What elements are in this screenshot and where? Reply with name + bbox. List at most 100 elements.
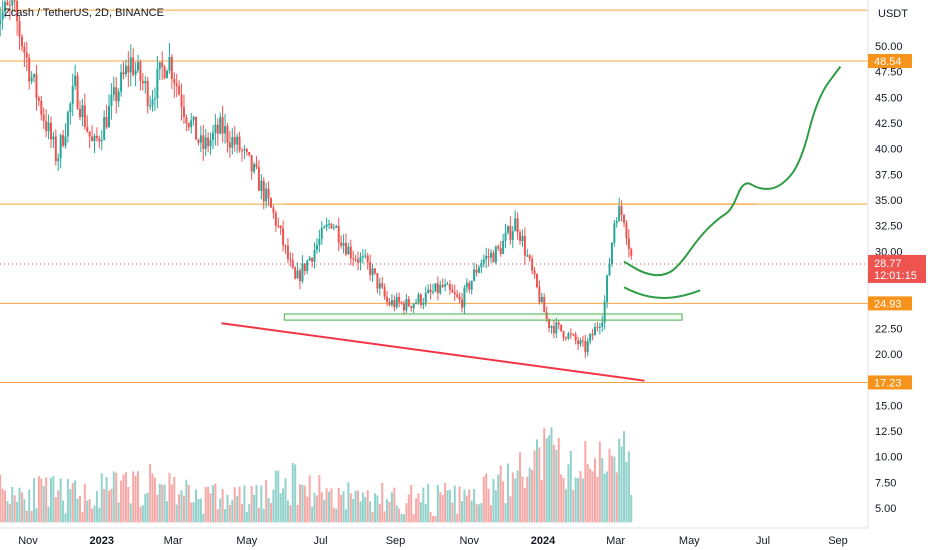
volume-bar	[52, 476, 55, 523]
volume-bar	[4, 490, 7, 523]
volume-bar	[71, 482, 74, 523]
candle	[289, 252, 292, 267]
candle	[390, 294, 393, 307]
volume-bar	[195, 489, 198, 523]
volume-bar	[274, 470, 277, 523]
candle-body	[18, 21, 21, 37]
candle-body	[231, 137, 234, 148]
candle-body	[470, 280, 473, 290]
volume-bar	[577, 478, 580, 523]
candle-body	[267, 188, 270, 199]
volume-bar	[139, 506, 142, 523]
volume-bar	[76, 498, 79, 523]
volume-bar	[18, 487, 21, 523]
falling-trendline	[221, 322, 645, 382]
candle	[52, 131, 55, 149]
volume-bar	[398, 508, 401, 523]
candle-body	[422, 302, 425, 305]
volume-bar	[257, 507, 260, 523]
volume-bar	[284, 478, 287, 523]
candle-body	[187, 123, 190, 128]
candle-body	[20, 36, 23, 47]
candle-body	[83, 105, 86, 127]
candle	[66, 110, 69, 143]
candle	[361, 248, 364, 264]
candle-body	[412, 303, 415, 309]
volume-bar	[216, 509, 219, 523]
candle-body	[108, 106, 110, 128]
candle-body	[144, 81, 147, 84]
candle-body	[163, 66, 166, 79]
candle-body	[153, 98, 156, 100]
candle	[543, 293, 546, 313]
y-tick-label: 10.00	[875, 452, 903, 464]
drawings	[221, 65, 842, 382]
volume-bar	[54, 497, 57, 523]
volume-bar	[45, 477, 48, 523]
volume-bar	[482, 476, 485, 523]
candle-body	[78, 108, 81, 118]
candle-body	[233, 137, 236, 145]
candle	[393, 295, 396, 312]
candle	[163, 64, 166, 80]
candle	[407, 295, 410, 308]
candle-body	[149, 105, 152, 107]
candle-body	[180, 94, 183, 108]
volume-bar	[33, 478, 36, 523]
candle	[141, 72, 144, 91]
candle	[615, 217, 618, 228]
volume-bar	[209, 493, 212, 523]
candle-body	[59, 135, 62, 159]
candle-body	[260, 180, 263, 191]
candle	[187, 122, 190, 131]
volume-bar	[192, 502, 195, 523]
time-axis[interactable]: Nov 2023 Mar May Jul Sep Nov 2024 Mar May Jul Sep	[0, 527, 868, 547]
candle	[335, 224, 338, 229]
candle-body	[1, 11, 4, 20]
candle-body	[199, 135, 202, 143]
candle-body	[468, 282, 471, 290]
candle	[76, 72, 79, 110]
volume-bar	[178, 494, 181, 523]
candle-body	[320, 228, 323, 239]
candle	[354, 254, 357, 263]
volume-bar	[214, 483, 217, 523]
projection-path	[623, 65, 842, 277]
candle-body	[209, 139, 212, 147]
candle	[613, 219, 616, 247]
volume-bar	[299, 484, 302, 523]
volume-bar	[325, 488, 328, 523]
candle	[202, 124, 205, 161]
volume-bar	[415, 498, 418, 523]
candle	[540, 292, 543, 304]
candle-body	[139, 61, 142, 81]
candle	[228, 130, 231, 158]
candle-body	[211, 132, 214, 140]
candle	[330, 223, 333, 230]
candle	[209, 132, 212, 156]
x-tick-label: Jul	[314, 535, 328, 547]
volume-bar	[630, 494, 633, 523]
candle	[277, 217, 280, 229]
candle	[274, 210, 277, 232]
candle	[115, 77, 118, 114]
candle-body	[451, 289, 454, 293]
candle	[1, 0, 4, 30]
candle	[0, 7, 2, 37]
candle	[340, 235, 343, 249]
candle-body	[395, 296, 398, 308]
candle-body	[52, 136, 55, 140]
volume-bar	[202, 513, 205, 523]
volume-bar	[594, 458, 596, 523]
candle-body	[313, 249, 316, 262]
x-tick-label: Sep	[828, 535, 848, 547]
candle	[567, 331, 570, 341]
price-axis[interactable]: USDT 50.00 47.50 45.00 42.50 40.00 37.50 35.00…	[867, 0, 932, 550]
candle	[156, 55, 159, 109]
volume-bar	[112, 471, 115, 523]
candle	[37, 95, 40, 107]
candle	[347, 242, 350, 255]
volume-bar	[173, 476, 176, 523]
volume-bar	[528, 467, 531, 523]
